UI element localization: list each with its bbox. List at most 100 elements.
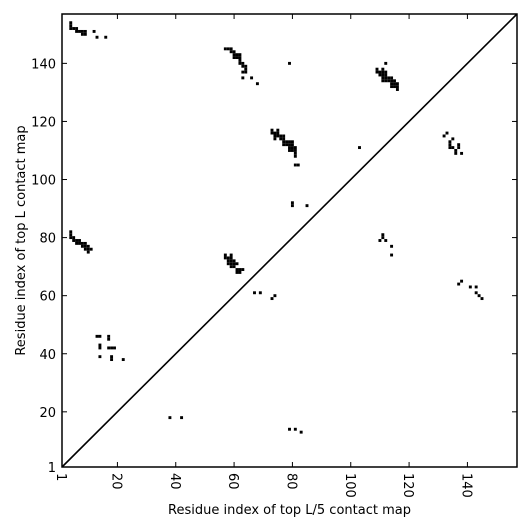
y-tick-label: 100	[31, 174, 56, 189]
contact-point	[226, 256, 230, 260]
contact-point	[180, 416, 184, 420]
contact-point	[83, 241, 87, 245]
y-tick-label: 60	[39, 290, 56, 305]
x-tick-label: 80	[283, 473, 298, 490]
contact-point	[270, 128, 274, 132]
contact-point	[86, 244, 90, 248]
y-tick-label: 20	[39, 406, 56, 421]
plot-frame	[61, 13, 518, 468]
contact-point	[273, 134, 277, 138]
contact-point	[223, 253, 227, 257]
contact-point	[387, 79, 391, 83]
contact-point	[288, 61, 291, 65]
contact-point	[110, 358, 114, 362]
contact-point	[457, 146, 461, 150]
contact-point	[390, 79, 394, 83]
contact-point	[229, 253, 233, 257]
contact-point	[110, 346, 114, 350]
contact-point	[69, 233, 73, 237]
contact-point	[270, 131, 274, 135]
contact-point	[448, 146, 452, 150]
contact-point	[110, 355, 114, 359]
contact-point	[238, 268, 242, 271]
contact-point	[288, 146, 291, 150]
contact-point	[270, 297, 274, 301]
y-axis-title: Residue index of top L contact map	[14, 125, 29, 355]
contact-point	[293, 146, 297, 150]
contact-point	[282, 137, 286, 141]
contact-point	[279, 134, 283, 138]
x-axis-title: Residue index of top L/5 contact map	[168, 503, 411, 518]
contact-point	[238, 56, 242, 60]
contact-point	[451, 137, 455, 141]
contact-point	[83, 244, 87, 248]
contact-point	[241, 61, 245, 65]
contact-point	[290, 201, 294, 205]
contact-point	[241, 268, 245, 271]
contact-point	[454, 151, 458, 155]
contact-point	[390, 253, 394, 257]
contact-point	[393, 85, 396, 89]
contact-point	[381, 67, 385, 71]
contact-point	[80, 29, 84, 33]
contact-point	[305, 204, 309, 208]
contact-point	[393, 82, 396, 86]
contact-point	[384, 79, 388, 83]
contact-point	[460, 151, 464, 155]
contact-point	[232, 259, 236, 263]
contact-point	[89, 247, 93, 251]
contact-point	[75, 239, 79, 242]
contact-point	[454, 149, 458, 152]
contact-point	[229, 50, 233, 54]
contact-point	[75, 29, 79, 33]
x-tick-label: 140	[458, 473, 473, 498]
contact-point	[384, 61, 388, 65]
contact-point	[235, 53, 239, 57]
contact-point	[288, 149, 291, 152]
contact-marks	[69, 21, 484, 434]
contact-point	[72, 236, 76, 240]
contact-point	[223, 256, 227, 260]
x-tick-label: 60	[225, 473, 240, 490]
contact-point	[232, 265, 236, 269]
contact-point	[460, 279, 464, 283]
y-tick-label: 1	[48, 461, 56, 476]
contact-point	[285, 140, 289, 144]
contact-point	[480, 297, 484, 301]
contact-point	[80, 241, 84, 245]
contact-point	[232, 262, 236, 266]
contact-point	[226, 47, 230, 51]
contact-point	[92, 29, 96, 33]
contact-point	[98, 334, 102, 338]
contact-point	[72, 27, 76, 30]
contact-point	[282, 143, 286, 147]
contact-point	[290, 143, 294, 147]
contact-point	[241, 76, 245, 80]
contact-point	[229, 265, 233, 269]
contact-point	[474, 291, 478, 295]
contact-point	[390, 76, 394, 80]
contact-point	[276, 131, 280, 135]
contact-point	[78, 29, 81, 33]
contact-point	[72, 239, 76, 242]
contact-point	[288, 143, 291, 147]
contact-point	[107, 334, 111, 338]
contact-point	[381, 236, 385, 240]
contact-point	[250, 76, 254, 80]
contact-point	[288, 140, 291, 144]
contact-point	[390, 244, 394, 248]
contact-point	[296, 163, 300, 167]
contact-point	[279, 137, 283, 141]
contact-point	[223, 47, 227, 51]
contact-point	[238, 59, 242, 62]
contact-point	[232, 53, 236, 57]
contact-point	[448, 140, 452, 144]
diagonal-line	[61, 13, 518, 468]
contact-point	[69, 24, 73, 28]
contact-point	[299, 430, 303, 434]
contact-point	[288, 427, 291, 431]
contact-point	[253, 291, 256, 295]
contact-point	[293, 151, 297, 155]
contact-point	[457, 143, 461, 147]
